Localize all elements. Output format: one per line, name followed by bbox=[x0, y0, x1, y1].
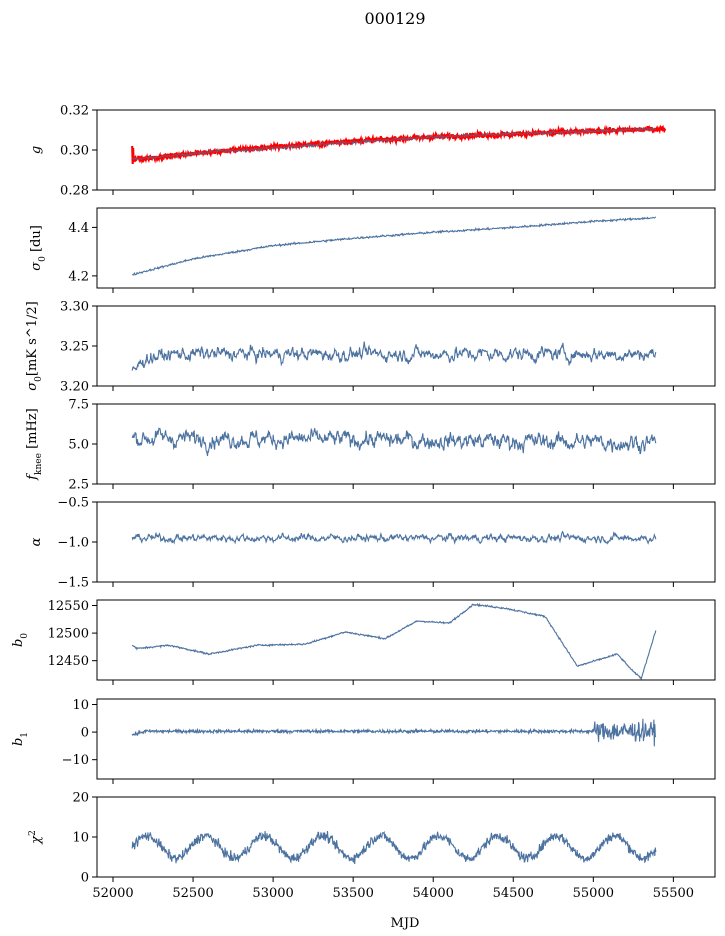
y-axis-label: σ0[mK s^1/2] bbox=[25, 301, 44, 390]
series-line-top bbox=[132, 127, 657, 161]
y-tick-label: 0 bbox=[81, 871, 89, 886]
y-tick-label: 0.28 bbox=[60, 184, 89, 199]
y-tick-label: 7.5 bbox=[68, 398, 89, 413]
series-line bbox=[131, 216, 657, 276]
series-line bbox=[131, 830, 657, 865]
y-tick-label: 20 bbox=[72, 791, 89, 806]
y-tick-label: 12550 bbox=[48, 599, 89, 614]
y-tick-label: 3.30 bbox=[60, 300, 89, 315]
panel-frame bbox=[96, 796, 716, 878]
panel-7: −10 0 10 b1 bbox=[11, 698, 716, 784]
y-tick-label: 3.20 bbox=[60, 380, 89, 395]
y-tick-label: 12500 bbox=[48, 627, 89, 642]
y-axis-label: fknee [mHz] bbox=[25, 408, 44, 481]
y-axis-label: σ0 [du] bbox=[29, 225, 48, 271]
series-line bbox=[131, 341, 657, 371]
y-tick-label: 2.5 bbox=[68, 478, 89, 493]
y-axis-label: α bbox=[29, 537, 44, 546]
panel-2: 4.2 4.4 σ0 [du] bbox=[29, 207, 716, 293]
y-tick-label: 4.4 bbox=[68, 221, 89, 236]
y-tick-label: 10 bbox=[72, 698, 89, 713]
x-tick-label: 54000 bbox=[413, 886, 454, 901]
y-tick-label: 10 bbox=[72, 831, 89, 846]
x-axis: 52000 52500 53000 53500 54000 54500 55000 55500 bbox=[92, 886, 694, 901]
panel-3: 3.20 3.25 3.30 σ0[mK s^1/2] bbox=[25, 300, 716, 395]
y-tick-label: 0.30 bbox=[60, 144, 89, 159]
y-tick-label: 0.32 bbox=[60, 104, 89, 119]
y-tick-label: 0 bbox=[81, 726, 89, 741]
panel-frame bbox=[96, 109, 716, 191]
series-line bbox=[131, 602, 657, 680]
x-tick-label: 55000 bbox=[573, 886, 614, 901]
figure-title: 000129 bbox=[364, 9, 425, 28]
y-axis-label: b0 bbox=[11, 633, 30, 647]
panel-6: 12450 12500 12550 b0 bbox=[11, 599, 716, 685]
x-tick-label: 55500 bbox=[653, 886, 694, 901]
panel-frame bbox=[96, 403, 716, 485]
x-tick-label: 54500 bbox=[493, 886, 534, 901]
y-tick-label: 5.0 bbox=[68, 438, 89, 453]
x-tick-label: 53000 bbox=[252, 886, 293, 901]
x-axis-label: MJD bbox=[391, 916, 420, 931]
series-line bbox=[131, 530, 657, 545]
y-axis-label: χ2 bbox=[28, 830, 44, 845]
x-tick-label: 52000 bbox=[92, 886, 133, 901]
y-tick-label: −0.5 bbox=[57, 496, 89, 511]
y-tick-label: −1.5 bbox=[57, 576, 89, 591]
panel-1: 0.28 0.30 0.32 g bbox=[29, 104, 716, 199]
series-line bbox=[131, 427, 657, 457]
panel-8: 0 10 20 χ2 bbox=[28, 791, 716, 886]
y-axis-label: g bbox=[29, 146, 44, 154]
overlay-line bbox=[131, 124, 667, 165]
panel-frame bbox=[96, 207, 716, 289]
y-axis-label: b1 bbox=[11, 732, 30, 746]
y-tick-label: 12450 bbox=[48, 654, 89, 669]
x-tick-label: 53500 bbox=[332, 886, 373, 901]
y-tick-label: 4.2 bbox=[68, 269, 89, 284]
panel-frame bbox=[96, 698, 716, 780]
x-tick-label: 52500 bbox=[172, 886, 213, 901]
y-tick-label: 3.25 bbox=[60, 340, 89, 355]
panel-frame bbox=[96, 599, 716, 681]
panels: 0.28 0.30 0.32 g 4.2 4.4 σ0 [du] 3.20 3.25 3.30 σ0… bbox=[11, 104, 716, 886]
y-tick-label: −10 bbox=[62, 753, 89, 768]
panel-frame bbox=[96, 501, 716, 583]
panel-5: −1.5 −1.0 −0.5 α bbox=[29, 496, 716, 591]
panel-frame bbox=[96, 305, 716, 387]
series-line bbox=[131, 718, 657, 747]
y-tick-label: −1.0 bbox=[57, 536, 89, 551]
panel-4: 2.5 5.0 7.5 fknee [mHz] bbox=[25, 398, 716, 493]
